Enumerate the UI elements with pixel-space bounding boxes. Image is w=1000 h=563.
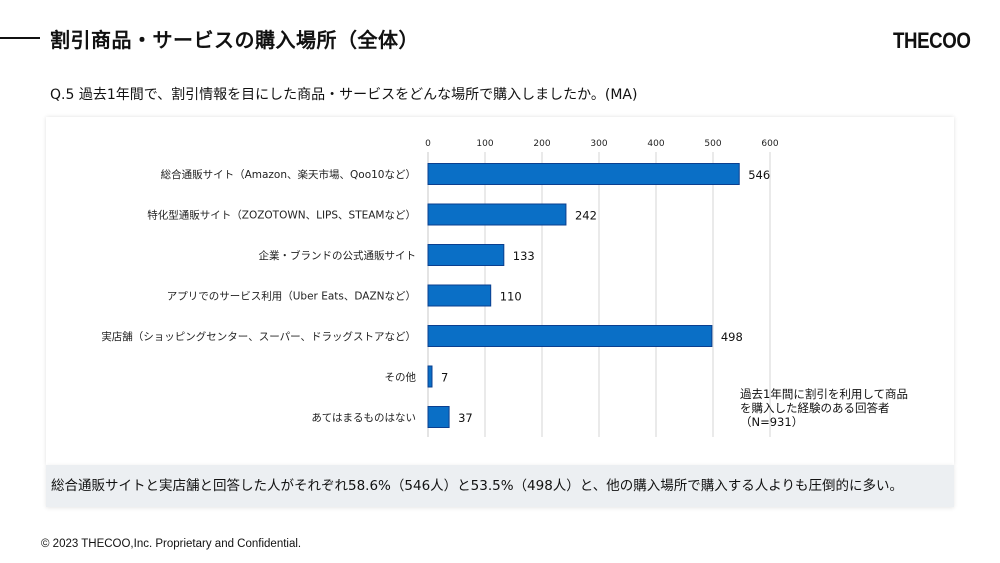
data-label: 37: [458, 411, 473, 425]
x-tick-label: 200: [533, 139, 550, 149]
category-label: その他: [385, 371, 417, 384]
bar: [427, 406, 450, 428]
copyright-footer: © 2023 THECOO,Inc. Proprietary and Confi…: [41, 538, 302, 550]
bar: [427, 365, 433, 388]
bar: [427, 163, 740, 185]
category-label: 特化型通販サイト（ZOZOTOWN、LIPS、STEAMなど）: [147, 209, 416, 222]
category-label: 総合通販サイト（Amazon、楽天市場、Qoo10など）: [161, 168, 416, 181]
question-text: Q.5 過去1年間で、割引情報を目にした商品・サービスをどんな場所で購入しました…: [50, 87, 638, 103]
bar: [427, 244, 505, 266]
bar: [427, 203, 567, 226]
x-tick-label: 500: [704, 139, 721, 149]
data-label: 110: [500, 290, 522, 304]
bar: [427, 325, 713, 347]
category-label: 実店舗（ショッピングセンター、スーパー、ドラッグストアなど）: [101, 330, 416, 343]
x-tick-label: 100: [476, 139, 493, 149]
sample-note: 過去1年間に割引を利用して商品 を購入した経験のある回答者 （N=931）: [740, 387, 908, 429]
summary-text: 総合通販サイトと実店舗と回答した人がそれぞれ58.6%（546人）と53.5%（…: [46, 465, 954, 507]
bar: [427, 284, 492, 307]
x-tick-label: 600: [761, 139, 778, 149]
x-tick-label: 0: [425, 139, 431, 149]
page-title: 割引商品・サービスの購入場所（全体）: [50, 28, 419, 52]
x-tick-label: 300: [590, 139, 607, 149]
brand-logo: THECOO: [893, 28, 971, 53]
title-accent-line: [0, 37, 40, 39]
data-label: 242: [575, 209, 597, 223]
data-label: 133: [513, 249, 535, 263]
data-label: 546: [748, 168, 770, 182]
category-label: 企業・ブランドの公式通販サイト: [259, 249, 417, 262]
x-tick-label: 400: [647, 139, 664, 149]
category-label: アプリでのサービス利用（Uber Eats、DAZNなど）: [167, 291, 416, 303]
category-label: あてはまるものはない: [311, 412, 416, 424]
data-label: 498: [721, 330, 743, 344]
data-label: 7: [441, 371, 448, 385]
